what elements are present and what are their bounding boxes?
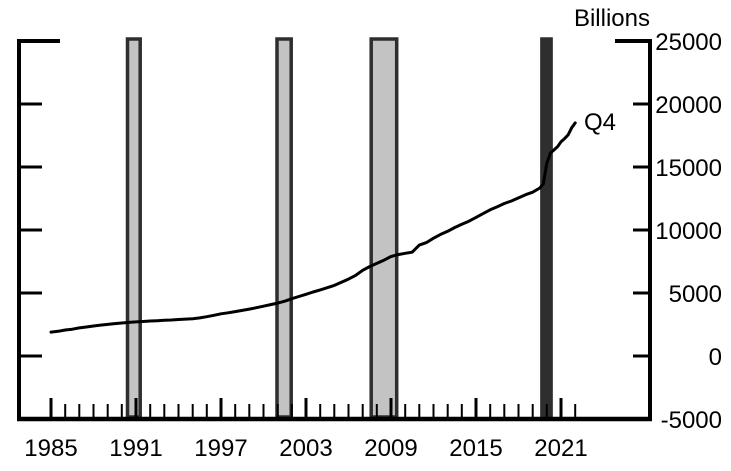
x-tick-label: 1985 (24, 435, 77, 462)
recession-band (369, 37, 399, 419)
x-tick-label: 1997 (194, 435, 247, 462)
series-end-annotation: Q4 (584, 109, 617, 136)
recession-band (125, 37, 142, 419)
x-tick-label: 2015 (449, 435, 502, 462)
y-tick-label: 25000 (655, 29, 722, 56)
y-tick-label: 15000 (655, 155, 722, 182)
x-tick-label: 2003 (279, 435, 332, 462)
y-tick-label: 0 (709, 344, 722, 371)
y-tick-label: 10000 (655, 218, 722, 245)
recession-band (540, 37, 553, 419)
data-line (49, 121, 577, 334)
recession-band (275, 37, 293, 419)
y-tick-label: 5000 (669, 281, 722, 308)
x-tick-label: 1991 (109, 435, 162, 462)
x-tick-label: 2021 (534, 435, 587, 462)
y-tick-label: -5000 (661, 407, 722, 434)
y-axis-unit-label: Billions (573, 5, 650, 32)
y-tick-label: 20000 (655, 92, 722, 119)
x-tick-label: 2009 (364, 435, 417, 462)
